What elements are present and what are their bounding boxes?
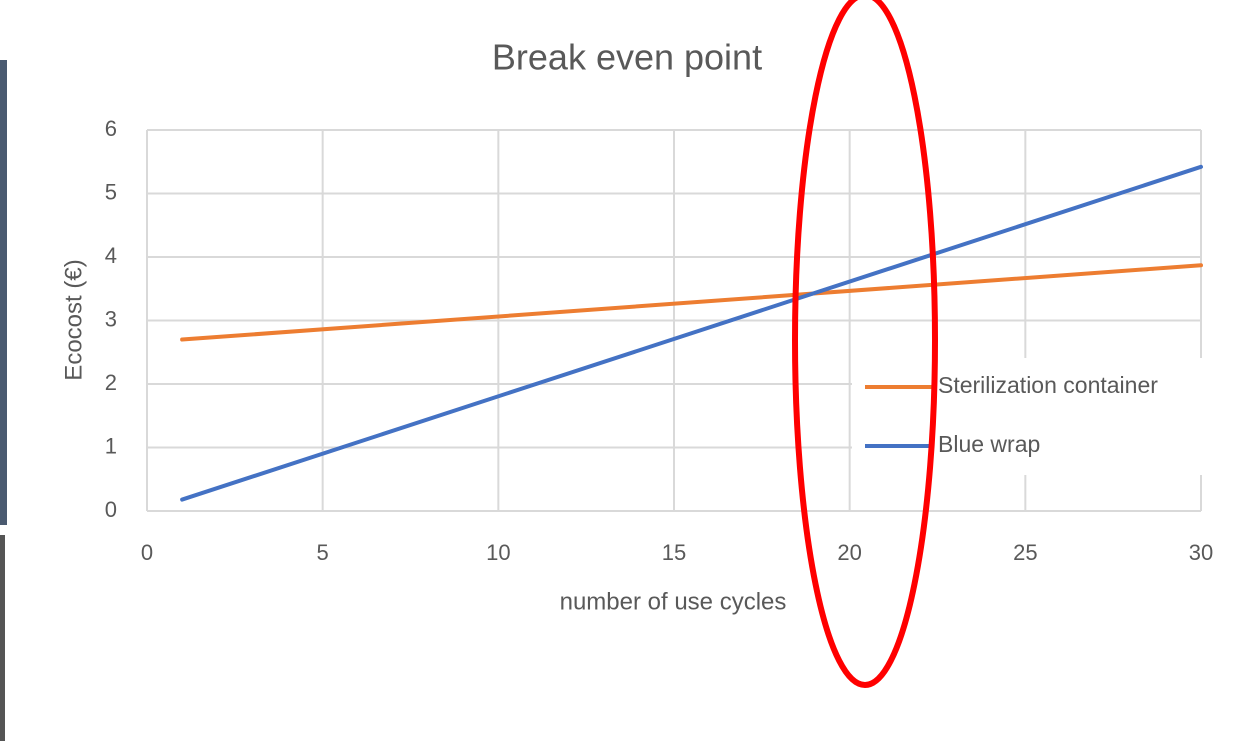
- series-line: [180, 263, 1203, 342]
- legend-box: [852, 358, 1217, 475]
- grid: 0 1 2 3 4 5 6 0 5 10 15 20 25 30: [105, 116, 1213, 565]
- x-tick-label: 25: [1013, 540, 1037, 565]
- y-tick-label: 6: [105, 116, 117, 141]
- legend: Sterilization container Blue wrap: [852, 358, 1217, 475]
- background-edge: [0, 60, 7, 525]
- y-axis-label: Ecocost (€): [60, 259, 87, 380]
- chart-title: Break even point: [492, 37, 762, 78]
- x-tick-label: 10: [486, 540, 510, 565]
- x-tick-label: 30: [1189, 540, 1213, 565]
- legend-label: Sterilization container: [938, 372, 1158, 398]
- x-tick-label: 20: [837, 540, 861, 565]
- background-edge: [0, 535, 5, 741]
- x-tick-label: 15: [662, 540, 686, 565]
- x-tick-label: 5: [317, 540, 329, 565]
- y-tick-label: 3: [105, 306, 117, 331]
- y-tick-label: 0: [105, 497, 117, 522]
- x-tick-label: 0: [141, 540, 153, 565]
- y-tick-label: 1: [105, 433, 117, 458]
- highlight-ellipse: [792, 0, 938, 688]
- series-line: [180, 164, 1203, 502]
- legend-label: Blue wrap: [938, 431, 1040, 457]
- plot: [180, 164, 1203, 502]
- y-tick-label: 2: [105, 370, 117, 395]
- y-tick-label: 4: [105, 243, 117, 268]
- x-axis-label: number of use cycles: [560, 588, 787, 615]
- y-tick-label: 5: [105, 179, 117, 204]
